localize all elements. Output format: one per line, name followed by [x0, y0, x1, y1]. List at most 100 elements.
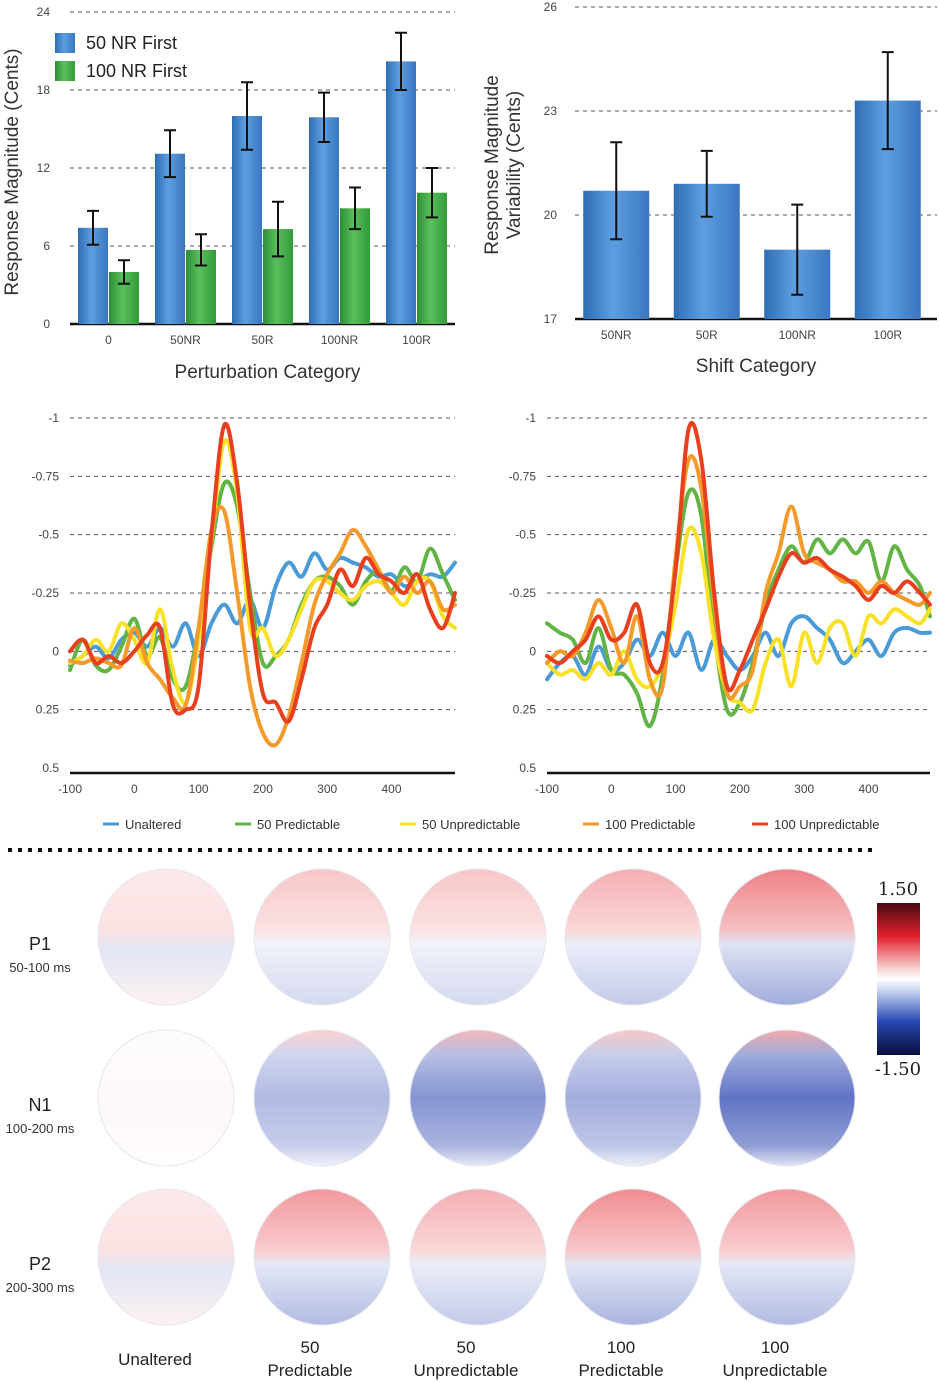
y-tick-label: 0 — [52, 644, 59, 658]
topo-map — [409, 1188, 547, 1326]
trace-100-unpredictable — [68, 421, 457, 724]
column-label-line1: 100 — [761, 1338, 789, 1357]
x-tick-label: 0 — [608, 782, 615, 796]
legend-label: 50 Unpredictable — [422, 817, 520, 832]
x-tick-label: 50NR — [601, 328, 632, 342]
topo-map — [564, 868, 702, 1006]
y-tick-label: -1 — [48, 411, 59, 425]
column-label-line2: Unpredictable — [414, 1361, 519, 1380]
error-bar — [195, 233, 207, 267]
y-tick-label: 0.25 — [513, 703, 537, 717]
error-bar — [349, 186, 361, 231]
x-tick-label: 400 — [858, 782, 878, 796]
y-axis-title-line2: Variability (Cents) — [504, 91, 525, 240]
y-tick-label: 0 — [529, 644, 536, 658]
row-window-label: 50-100 ms — [9, 960, 71, 975]
bar — [155, 153, 185, 324]
y-tick-label: -0.25 — [509, 586, 537, 600]
topo-map — [718, 1188, 856, 1326]
legend-label: 100 Unpredictable — [774, 817, 880, 832]
row-window-label: 200-300 ms — [6, 1280, 75, 1295]
column-label-line2: Predictable — [267, 1361, 352, 1380]
colorbar: 1.50 -1.50 — [875, 879, 921, 1080]
bar-chart-perturbation: 0 6 12 18 24 0 50NR 50R 100NR 100R Perturbation Ca… — [2, 5, 455, 383]
legend-label: 50 NR First — [86, 33, 177, 53]
y-tick-label: 0.5 — [42, 761, 59, 775]
legend-swatch — [55, 61, 75, 81]
x-tick-label: 100NR — [321, 333, 359, 347]
error-bar — [87, 209, 99, 246]
y-tick-label: 24 — [37, 5, 51, 19]
bar-chart-shift: 17 20 23 26 50NR 50R 100NR 100R Shift Category Re… — [482, 0, 937, 377]
topo-map — [564, 1188, 702, 1326]
y-tick-label: 6 — [43, 239, 50, 253]
x-tick-label: 50R — [251, 333, 273, 347]
y-tick-label: 0.25 — [36, 703, 60, 717]
y-tick-label: -0.5 — [38, 528, 59, 542]
legend-swatch — [55, 33, 75, 53]
row-label: P1 — [29, 934, 51, 954]
topographic-map-grid: P1 50-100 ms N1 100-200 ms P2 200-300 ms Unalt… — [6, 868, 856, 1380]
error-bar — [791, 203, 804, 296]
x-tick-label: 400 — [381, 782, 401, 796]
topo-map — [718, 868, 856, 1006]
y-tick-label: 23 — [544, 104, 558, 118]
topo-map — [409, 868, 547, 1006]
legend-label: 50 Predictable — [257, 817, 340, 832]
colorbar-max-label: 1.50 — [878, 879, 918, 900]
y-tick-label: -1 — [525, 411, 536, 425]
y-tick-label: -0.75 — [32, 469, 60, 483]
line-chart-legend: Unaltered 50 Predictable 50 Unpredictable 1… — [103, 817, 880, 832]
y-tick-label: 18 — [37, 83, 51, 97]
x-tick-label: 300 — [794, 782, 814, 796]
colorbar-min-label: -1.50 — [875, 1059, 921, 1080]
x-tick-label: -100 — [58, 782, 82, 796]
error-bar — [272, 200, 284, 258]
y-tick-label: 17 — [544, 312, 558, 326]
colorbar-gradient — [877, 903, 920, 1055]
topo-map — [97, 1029, 235, 1167]
x-axis-title: Shift Category — [696, 356, 817, 377]
column-label-line2: Predictable — [578, 1361, 663, 1380]
y-tick-label: -0.75 — [509, 469, 537, 483]
legend-label: 100 Predictable — [605, 817, 695, 832]
legend-label: Unaltered — [125, 817, 181, 832]
column-label-line1: 50 — [457, 1338, 476, 1357]
topo-map — [253, 868, 391, 1006]
x-axis-title: Perturbation Category — [175, 362, 361, 383]
y-axis-title: Response Magnitude (Cents) — [2, 48, 23, 295]
row-label: P2 — [29, 1254, 51, 1274]
x-tick-label: 200 — [253, 782, 273, 796]
topo-map — [253, 1029, 391, 1167]
error-bar — [164, 129, 176, 179]
error-bar — [426, 167, 438, 219]
x-tick-label: 100R — [873, 328, 902, 342]
y-axis-title: Response MagnitudeVariability (Cents) — [482, 75, 525, 255]
error-bar — [881, 51, 894, 151]
error-bar — [318, 91, 330, 143]
x-tick-label: 100 — [666, 782, 686, 796]
topo-map — [564, 1029, 702, 1167]
error-bar — [395, 31, 407, 91]
x-tick-label: 200 — [730, 782, 750, 796]
column-label-line2: Unpredictable — [723, 1361, 828, 1380]
error-bar — [241, 81, 253, 151]
row-label: N1 — [28, 1095, 51, 1115]
row-window-label: 100-200 ms — [6, 1121, 75, 1136]
error-bar — [700, 149, 713, 218]
y-tick-label: 26 — [544, 0, 558, 14]
y-tick-label: 20 — [544, 208, 558, 222]
y-tick-label: 0 — [43, 317, 50, 331]
line-chart-right: -1 -0.75 -0.5 -0.25 0 0.25 0.5 -100 0 100 200 300 40… — [509, 411, 932, 796]
y-tick-label: -0.25 — [32, 586, 60, 600]
bar — [309, 117, 339, 324]
x-tick-label: 100R — [402, 333, 431, 347]
column-label-line1: 50 — [301, 1338, 320, 1357]
legend-label: 100 NR First — [86, 61, 187, 81]
y-tick-label: 0.5 — [519, 761, 536, 775]
x-tick-label: 0 — [105, 333, 112, 347]
trace-100-unpredictable — [545, 420, 932, 693]
topo-map — [409, 1029, 547, 1167]
y-axis-title-line1: Response Magnitude — [482, 75, 503, 255]
topo-map — [97, 868, 235, 1006]
